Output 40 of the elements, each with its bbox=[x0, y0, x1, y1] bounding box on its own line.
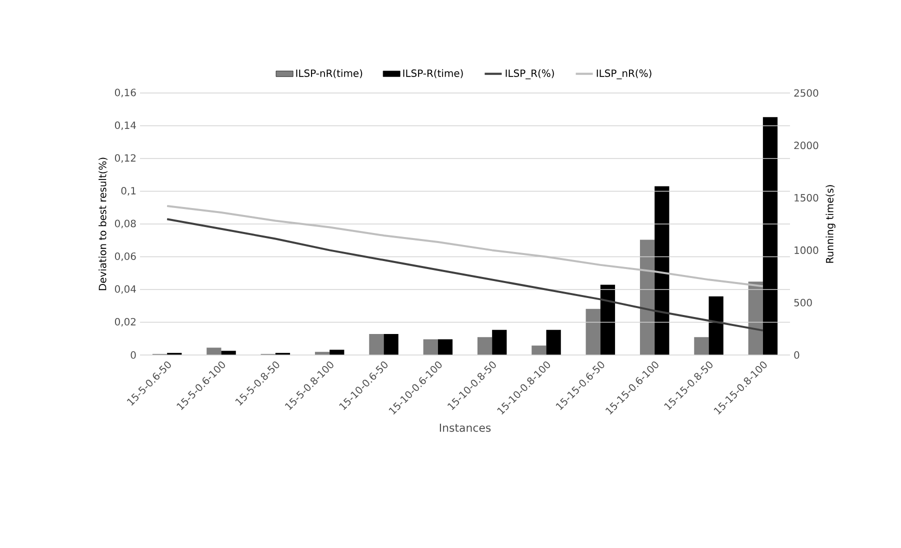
y-tick-label: 0,14 bbox=[114, 121, 136, 130]
bar bbox=[654, 186, 670, 355]
legend-label: ILSP-R(time) bbox=[403, 69, 463, 78]
y-tick-label: 0,08 bbox=[114, 220, 136, 228]
legend-label: ILSP-nR(time) bbox=[296, 69, 362, 78]
y2-tick-label: 1000 bbox=[794, 246, 818, 254]
bar bbox=[600, 284, 616, 355]
bar bbox=[586, 308, 600, 355]
y-axis-title: Deviation to best result(%) bbox=[98, 158, 108, 290]
y-tick-label: 0,16 bbox=[114, 88, 136, 98]
y2-tick-label: 2000 bbox=[794, 142, 818, 150]
legend-label: ILSP_R(%) bbox=[506, 69, 554, 80]
bar bbox=[423, 339, 438, 355]
x-axis-title: Instances bbox=[440, 424, 491, 432]
y-tick-label: 0,06 bbox=[114, 252, 136, 262]
bar bbox=[748, 282, 763, 355]
y2-axis-title: Running time(s) bbox=[826, 185, 836, 263]
bar bbox=[369, 334, 384, 355]
bar bbox=[532, 346, 546, 355]
y-tick-label: 0,04 bbox=[114, 285, 136, 294]
y-tick-label: 0,1 bbox=[121, 186, 136, 196]
legend-label: ILSP_nR(%) bbox=[596, 69, 652, 80]
bar bbox=[694, 337, 709, 355]
line-series bbox=[166, 204, 764, 288]
y-tick-label: 0 bbox=[130, 351, 136, 359]
bar bbox=[438, 339, 453, 355]
bar bbox=[640, 240, 655, 355]
bar bbox=[492, 330, 507, 355]
y2-tick-label: 500 bbox=[794, 298, 812, 306]
bar bbox=[477, 337, 492, 355]
y2-tick-label: 0 bbox=[794, 351, 800, 359]
bar bbox=[206, 348, 222, 355]
bar bbox=[546, 330, 561, 355]
y2-tick-label: 1500 bbox=[794, 194, 818, 202]
bar bbox=[762, 117, 778, 355]
y-tick-label: 0,02 bbox=[114, 318, 136, 327]
bar bbox=[708, 296, 724, 355]
y-tick-label: 0,12 bbox=[114, 154, 136, 163]
y2-tick-label: 2500 bbox=[794, 89, 818, 97]
bar bbox=[384, 334, 398, 355]
